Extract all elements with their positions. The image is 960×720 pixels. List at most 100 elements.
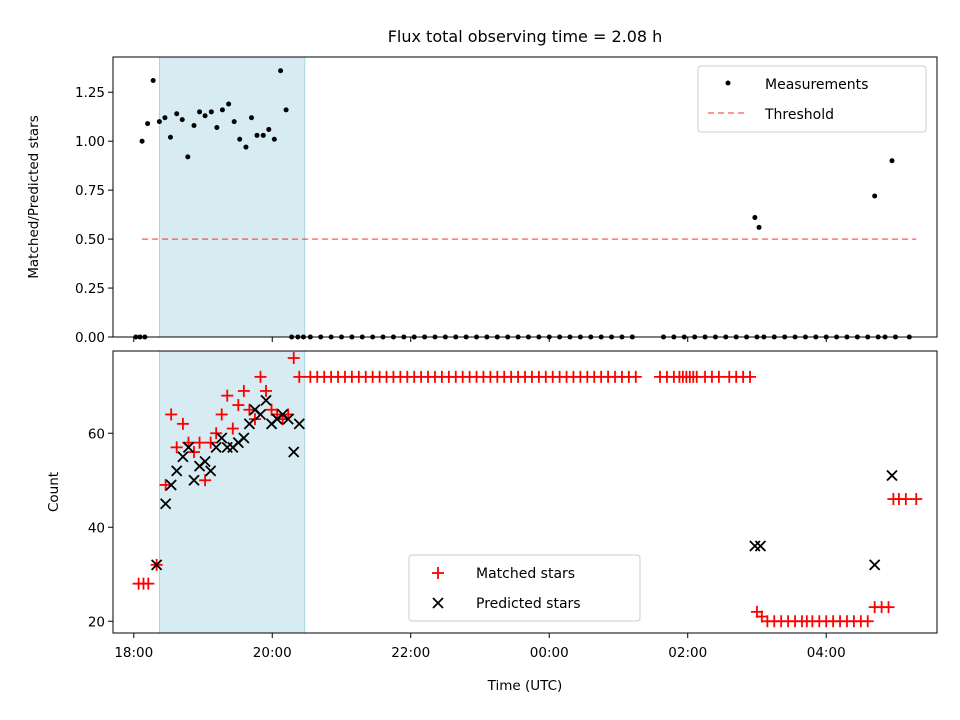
top-y-tick-label: 0.75 (75, 183, 105, 199)
top-observing-window-shade (158, 56, 306, 338)
predicted-star-point (188, 474, 200, 486)
matched-star-point (232, 399, 245, 412)
top-y-tick-label: 0.25 (75, 281, 105, 297)
top-panel: 0.00 0.25 0.50 0.75 1.00 1.25 Matched/Predict… (26, 56, 938, 346)
bottom-x-tick-label: 00:00 (530, 645, 569, 661)
top-legend: Measurements Threshold (697, 65, 927, 133)
bottom-x-tick-label: 20:00 (253, 645, 292, 661)
measurement-point (191, 123, 197, 129)
measurement-point (167, 134, 173, 140)
bottom-x-axis: 18:00 20:00 22:00 00:00 02:00 04:00 (114, 633, 846, 661)
matched-star-point (170, 441, 183, 454)
measurement-point (179, 117, 185, 123)
figure-title: Flux total observing time = 2.08 h (388, 27, 663, 46)
measurement-point (237, 136, 243, 142)
matched-star-point (882, 601, 895, 614)
top-y-tick-label: 0.00 (75, 330, 105, 346)
measurement-point (185, 154, 191, 160)
predicted-star-point (282, 413, 294, 425)
predicted-star-point (869, 559, 881, 571)
predicted-star-point (150, 559, 163, 571)
predicted-star-point (165, 479, 177, 491)
matched-star-point (165, 408, 178, 421)
predicted-star-point (182, 441, 195, 453)
bottom-x-axis-label: Time (UTC) (487, 678, 563, 694)
bottom-legend: Matched stars Predicted stars (408, 554, 641, 622)
top-y-tick-label: 1.00 (75, 134, 105, 150)
matched-star-point (861, 615, 874, 628)
legend-threshold-label: Threshold (764, 107, 834, 123)
measurement-point (145, 121, 151, 127)
bottom-plot-frame (112, 350, 938, 634)
predicted-star-point (238, 432, 250, 444)
bottom-panel: 20 40 60 18:00 20:00 22:00 00:00 02:00 04:00 Co… (46, 350, 938, 694)
measurement-point (214, 124, 220, 130)
measurement-point (231, 119, 237, 125)
legend-matched-marker (432, 567, 444, 579)
bottom-x-tick-label: 04:00 (807, 645, 846, 661)
matched-star-point (248, 413, 261, 426)
bottom-x-tick-label: 18:00 (114, 645, 153, 661)
matched-star-point (176, 417, 189, 430)
matched-star-point (243, 403, 256, 416)
measurement-point (243, 144, 249, 150)
matched-star-point (899, 493, 912, 506)
measurement-point (139, 138, 145, 144)
matched-star-point (210, 427, 223, 440)
bottom-x-tick-label: 02:00 (668, 645, 707, 661)
measurement-point (197, 109, 203, 115)
measurement-point (271, 136, 277, 142)
matched-star-point (287, 352, 300, 365)
matched-star-point (226, 422, 239, 435)
measurement-point (260, 132, 266, 138)
measurement-point (202, 113, 208, 119)
measurement-point (162, 115, 168, 121)
measurement-point (248, 115, 254, 121)
predicted-star-point (886, 469, 898, 482)
bottom-x-tick-label: 22:00 (391, 645, 430, 661)
matched-star-point (293, 370, 306, 383)
matched-star-point (159, 478, 172, 491)
matched-star-point (221, 389, 234, 402)
top-y-axis-label: Matched/Predicted stars (26, 115, 42, 278)
measurement-point (254, 132, 260, 138)
measurement-point (208, 109, 214, 115)
matched-star-point (237, 384, 250, 397)
top-x-axis (133, 337, 827, 342)
matched-star-point (629, 370, 642, 383)
measurement-point (872, 193, 878, 199)
top-y-tick-label: 0.50 (75, 232, 105, 248)
predicted-star-point (288, 446, 300, 458)
matched-star-point (744, 370, 757, 383)
matched-star-point (215, 408, 228, 421)
predicted-star-point (216, 432, 228, 444)
measurement-point (266, 126, 272, 132)
matched-star-point (712, 370, 725, 383)
predicted-star-point (171, 465, 183, 477)
measurement-point (756, 224, 762, 230)
top-plot-frame (112, 56, 938, 338)
bottom-observing-window-shade (158, 350, 306, 634)
predicted-star-point (159, 498, 172, 510)
bottom-y-axis-label: Count (46, 472, 62, 512)
top-y-tick-label: 1.25 (75, 85, 105, 101)
measurement-point (226, 101, 232, 107)
matched-star-point (910, 493, 923, 506)
measurement-point (174, 111, 180, 117)
predicted-star-point (204, 465, 217, 477)
measurement-point (278, 68, 284, 74)
predicted-star-point (177, 451, 189, 463)
predicted-star-point (199, 455, 211, 468)
predicted-star-point (754, 540, 767, 552)
legend-measurement-marker (725, 80, 731, 86)
predicted-star-point (210, 441, 222, 453)
measurement-point (150, 77, 156, 83)
matched-star-point (199, 474, 212, 487)
matched-star-point (142, 577, 155, 590)
top-y-axis: 0.00 0.25 0.50 0.75 1.00 1.25 (75, 85, 113, 346)
bottom-y-tick-label: 60 (88, 426, 105, 442)
legend-matched-label: Matched stars (476, 566, 575, 582)
bottom-y-axis: 20 40 60 (88, 426, 113, 630)
measurement-point (156, 119, 162, 125)
